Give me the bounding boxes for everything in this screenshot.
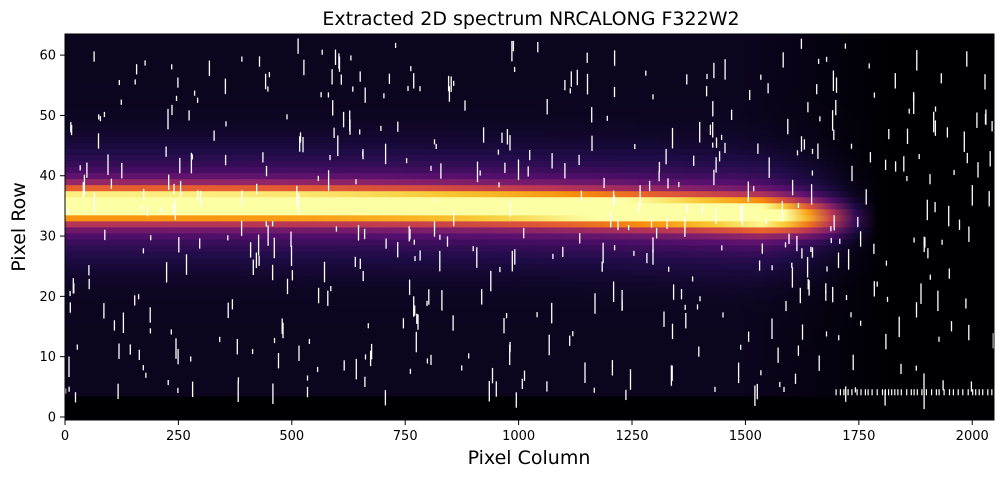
heatmap-image — [65, 34, 994, 397]
heatmap-row — [65, 64, 994, 71]
heatmap-row — [65, 371, 994, 379]
heatmap-row — [65, 341, 994, 349]
y-tick-label: 40 — [39, 169, 56, 184]
y-tick-label: 0 — [48, 410, 56, 425]
x-tick-label: 500 — [279, 429, 304, 444]
heatmap-row — [65, 287, 994, 294]
heatmap-row — [65, 257, 994, 264]
y-tick-label: 20 — [39, 290, 56, 305]
heatmap-row — [65, 353, 994, 361]
cosmic-ray-hits — [64, 38, 994, 410]
heatmap-row — [65, 365, 994, 373]
y-tick-label: 10 — [39, 350, 56, 365]
heatmap-row — [65, 323, 994, 330]
heatmap-row — [65, 136, 994, 143]
x-axis: 0 250 500 750 1000 1250 1500 1750 2000 — [61, 420, 989, 444]
heatmap-row — [65, 142, 994, 149]
heatmap-row — [65, 251, 994, 258]
plot-frame — [64, 33, 995, 421]
heatmap-row — [65, 112, 994, 119]
heatmap-row — [65, 239, 994, 246]
heatmap-row — [65, 281, 994, 288]
heatmap-row — [65, 118, 994, 125]
y-axis: 0 10 20 30 40 50 60 — [39, 49, 65, 425]
heatmap-row — [65, 335, 994, 342]
heatmap-row — [65, 317, 994, 324]
x-tick-label: 0 — [61, 429, 69, 444]
heatmap-row — [65, 46, 994, 53]
heatmap-row — [65, 58, 994, 65]
y-tick-label: 30 — [39, 230, 56, 245]
heatmap-row — [65, 184, 994, 192]
heatmap-row — [65, 82, 994, 89]
plot-area — [64, 34, 994, 420]
heatmap-row — [65, 377, 994, 385]
heatmap-row — [65, 166, 994, 174]
heatmap-row — [65, 233, 994, 240]
heatmap-row — [65, 196, 994, 204]
x-tick-label: 1250 — [615, 429, 648, 444]
y-axis-title: Pixel Row — [8, 182, 30, 272]
heatmap-row — [65, 208, 994, 216]
heatmap-row — [65, 275, 994, 282]
heatmap-row — [65, 202, 994, 210]
x-tick-label: 250 — [166, 429, 191, 444]
heatmap-row — [65, 220, 994, 228]
x-tick-label: 2000 — [956, 429, 989, 444]
heatmap-row — [65, 299, 994, 306]
heatmap-row — [65, 305, 994, 312]
x-tick-label: 1500 — [729, 429, 762, 444]
heatmap-row — [65, 359, 994, 367]
y-tick-label: 60 — [39, 49, 56, 64]
heatmap-row — [65, 178, 994, 186]
x-tick-label: 1750 — [842, 429, 875, 444]
heatmap-row — [65, 106, 994, 113]
heatmap-row — [65, 214, 994, 222]
heatmap-row — [65, 52, 994, 59]
heatmap-row — [65, 160, 994, 168]
heatmap-row — [65, 245, 994, 252]
heatmap-row — [65, 269, 994, 276]
x-axis-title: Pixel Column — [468, 447, 591, 469]
heatmap-row — [65, 383, 994, 391]
heatmap-row — [65, 34, 994, 41]
heatmap-row — [65, 263, 994, 270]
heatmap-row — [65, 347, 994, 355]
heatmap-row — [65, 227, 994, 234]
heatmap-row — [65, 389, 994, 397]
y-tick-label: 50 — [39, 109, 56, 124]
heatmap-row — [65, 130, 994, 137]
heatmap-row — [65, 124, 994, 131]
heatmap-row — [65, 311, 994, 318]
heatmap-row — [65, 172, 994, 180]
heatmap-row — [65, 76, 994, 83]
chart-title: Extracted 2D spectrum NRCALONG F322W2 — [322, 8, 739, 30]
heatmap-row — [65, 329, 994, 336]
heatmap-row — [65, 40, 994, 47]
heatmap-row — [65, 100, 994, 107]
heatmap-row — [65, 94, 994, 101]
x-tick-label: 750 — [393, 429, 418, 444]
x-tick-label: 1000 — [502, 429, 535, 444]
flagged-bottom-row — [835, 389, 993, 396]
heatmap-row — [65, 293, 994, 300]
heatmap-row — [65, 190, 994, 198]
heatmap-row — [65, 70, 994, 77]
heatmap-row — [65, 88, 994, 95]
